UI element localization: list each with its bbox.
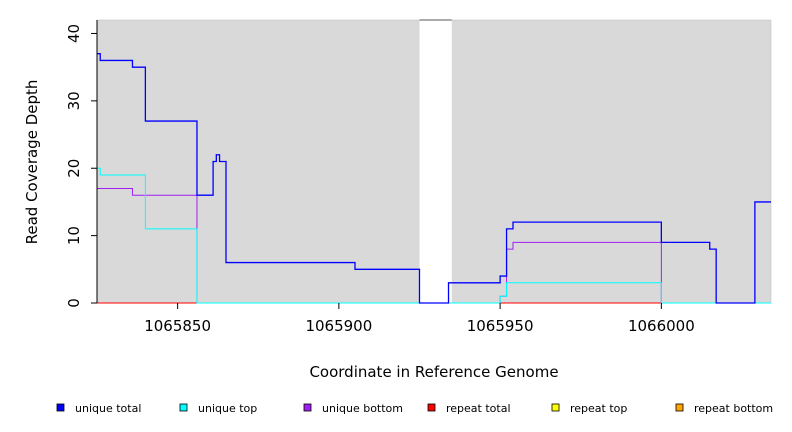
plot-background	[96, 19, 772, 304]
x-tick-label: 1065900	[305, 317, 372, 335]
legend-swatch	[303, 403, 312, 412]
y-tick-label: 0	[65, 298, 83, 308]
y-tick-label: 30	[65, 91, 83, 110]
y-tick-label: 40	[65, 24, 83, 43]
legend-label: repeat bottom	[694, 402, 773, 415]
legend-swatch	[675, 403, 684, 412]
legend-label: repeat total	[446, 402, 511, 415]
legend-item-repeat-bottom: repeat bottom	[675, 402, 773, 415]
x-axis-title: Coordinate in Reference Genome	[309, 363, 558, 381]
legend-label: unique total	[75, 402, 141, 415]
y-tick-label: 20	[65, 159, 83, 178]
series-unique-total	[97, 53, 771, 304]
legend-swatch	[179, 403, 188, 412]
gap-region	[419, 20, 452, 303]
legend-item-unique-bottom: unique bottom	[303, 402, 403, 415]
legend: unique total unique top unique bottom repea…	[56, 402, 773, 415]
legend-label: unique top	[198, 402, 257, 415]
legend-item-repeat-top: repeat top	[551, 402, 627, 415]
legend-label: unique bottom	[322, 402, 403, 415]
legend-swatch	[427, 403, 436, 412]
legend-item-unique-total: unique total	[56, 402, 141, 415]
legend-item-repeat-total: repeat total	[427, 402, 511, 415]
x-tick-label: 1065950	[467, 317, 534, 335]
x-tick-label: 1066000	[628, 317, 695, 335]
y-axis-title: Read Coverage Depth	[23, 80, 41, 245]
y-tick-label: 10	[65, 226, 83, 245]
series-layer	[97, 53, 771, 304]
legend-label: repeat top	[570, 402, 627, 415]
legend-item-unique-top: unique top	[179, 402, 257, 415]
legend-swatch	[56, 403, 65, 412]
axes-layer: 0 10 20 30 40 1065850 1065900 1065950 1066000	[65, 20, 695, 335]
x-tick-label: 1065850	[144, 317, 211, 335]
legend-swatch	[551, 403, 560, 412]
